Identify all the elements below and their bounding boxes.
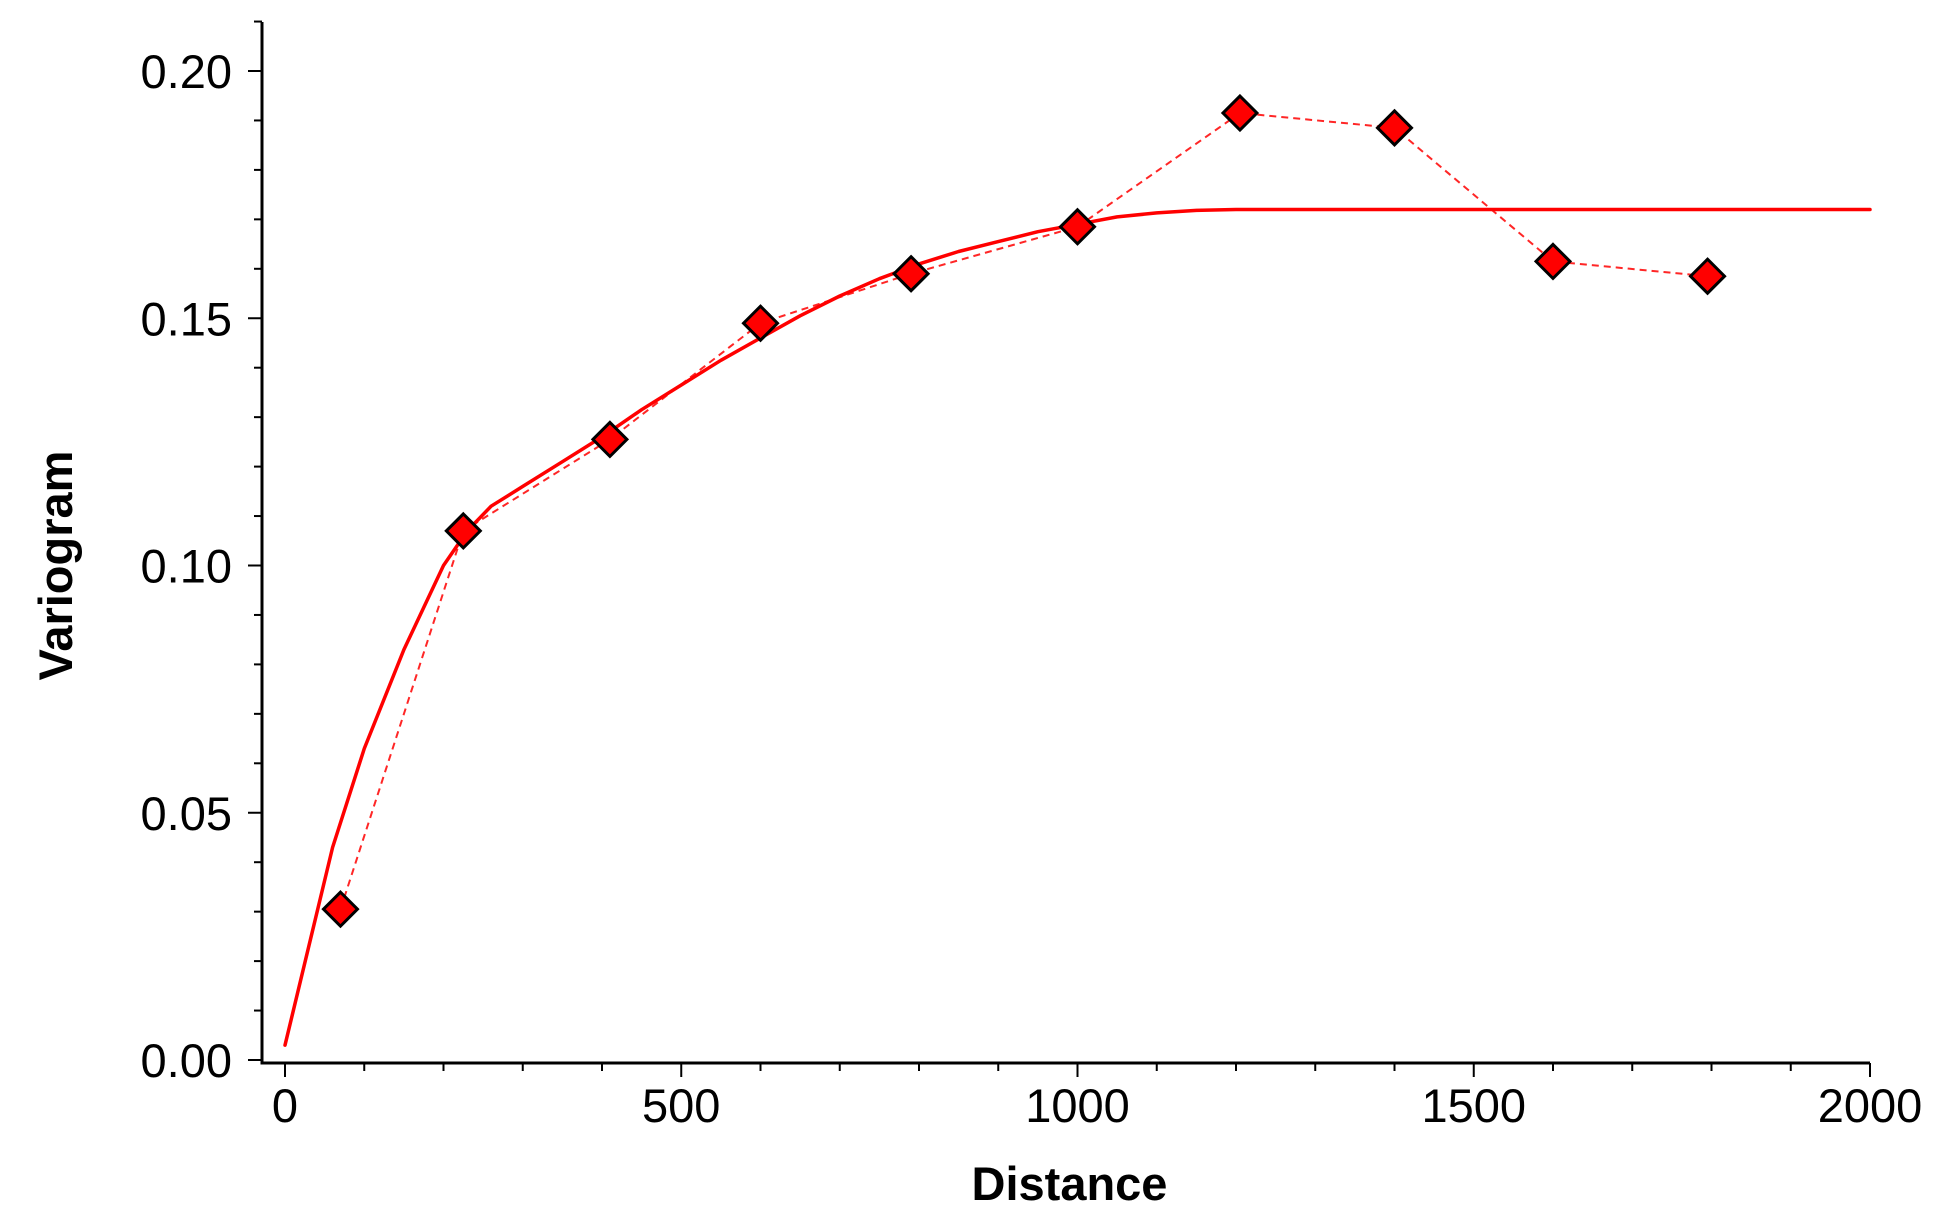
empirical-point [590, 420, 630, 459]
y-tick-label: 0.20 [141, 45, 232, 98]
x-tick-label: 1500 [1421, 1079, 1526, 1132]
empirical-point [891, 254, 931, 293]
y-axis-ticks: 0.00 0.05 0.10 0.15 0.20 [141, 20, 262, 1087]
x-tick-label: 500 [642, 1079, 720, 1132]
y-axis-title: Variogram [29, 451, 82, 681]
x-axis-ticks: 0 500 1000 1500 2000 [272, 1063, 1922, 1132]
x-axis-title: Distance [972, 1157, 1168, 1210]
empirical-point [1375, 108, 1414, 147]
x-tick-label: 1000 [1025, 1079, 1130, 1132]
y-tick-label: 0.05 [141, 787, 232, 840]
y-tick-label: 0.00 [141, 1034, 232, 1087]
empirical-point [741, 304, 780, 343]
y-tick-label: 0.15 [141, 292, 232, 345]
x-tick-label: 0 [272, 1079, 298, 1132]
model-fit-line [283, 207, 1872, 1047]
empirical-point [444, 511, 483, 551]
empirical-point [321, 890, 360, 929]
empirical-point [1533, 242, 1573, 281]
empirical-point [1058, 207, 1097, 246]
empirical-point [1220, 93, 1260, 133]
axes: 0.00 0.05 0.10 0.15 0.20 0 500 1000 1500 2000 [141, 20, 1922, 1132]
x-tick-label: 2000 [1818, 1079, 1923, 1132]
y-tick-label: 0.10 [141, 540, 232, 593]
empirical-point [1688, 257, 1727, 296]
plot-series [283, 93, 1872, 1047]
empirical-dashed-line [339, 111, 1708, 910]
